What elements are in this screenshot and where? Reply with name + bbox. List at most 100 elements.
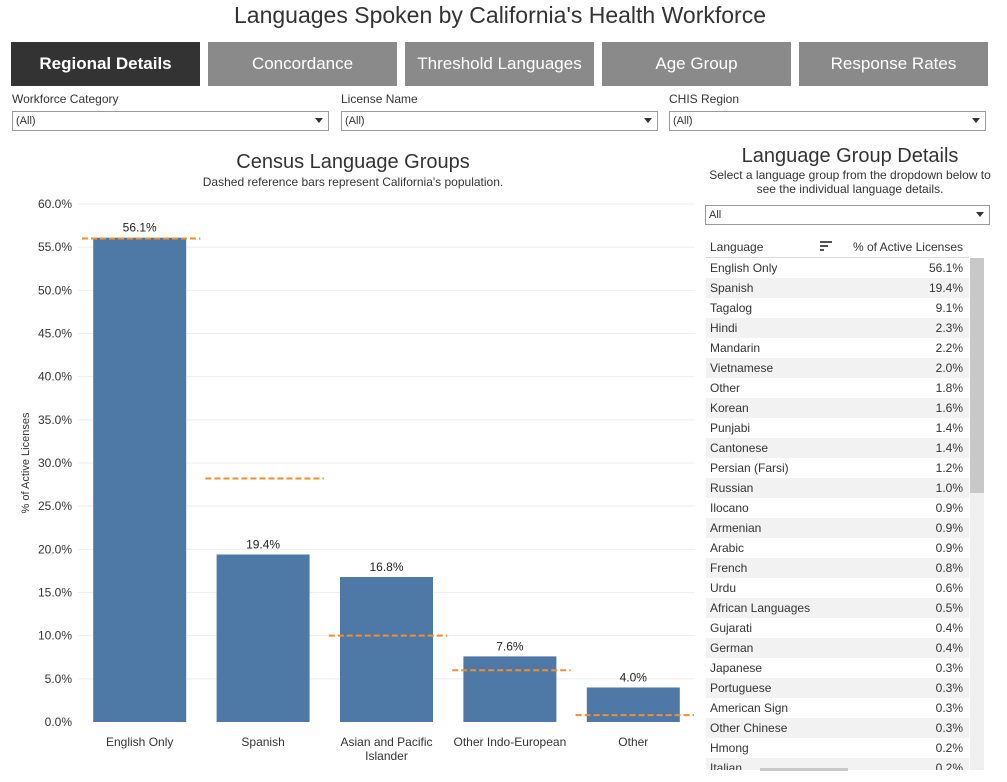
horizontal-scrollbar[interactable] xyxy=(760,768,848,771)
language-cell: Armenian xyxy=(710,521,762,535)
y-tick-label: 0.0% xyxy=(45,715,73,729)
table-row[interactable]: Other Chinese 0.3% xyxy=(706,718,969,738)
select-value: (All) xyxy=(345,115,365,127)
y-tick-label: 55.0% xyxy=(38,240,72,254)
table-row[interactable]: Arabic 0.9% xyxy=(706,538,969,558)
table-row[interactable]: Other 1.8% xyxy=(706,378,969,398)
percent-cell: 2.2% xyxy=(935,341,963,355)
chart-title: Census Language Groups xyxy=(236,151,470,173)
language-cell: Japanese xyxy=(710,661,763,675)
percent-cell: 9.1% xyxy=(935,301,963,315)
table-row[interactable]: Armenian 0.9% xyxy=(706,518,969,538)
table-row[interactable]: Italian 0.2% xyxy=(706,758,969,770)
language-cell: Spanish xyxy=(710,281,754,295)
percent-cell: 0.5% xyxy=(935,601,963,615)
percent-cell: 1.4% xyxy=(935,421,963,435)
y-tick-label: 50.0% xyxy=(38,283,72,297)
table-row[interactable]: English Only 56.1% xyxy=(706,258,969,278)
language-cell: Tagalog xyxy=(710,301,753,315)
table-row[interactable]: Mandarin 2.2% xyxy=(706,338,969,358)
bar-value-label: 56.1% xyxy=(123,221,157,235)
language-group-select[interactable]: All xyxy=(705,205,990,225)
table-row[interactable]: Punjabi 1.4% xyxy=(706,418,969,438)
scrollbar-thumb[interactable] xyxy=(970,258,984,493)
language-cell: English Only xyxy=(710,261,778,275)
dropdown-arrow-icon xyxy=(315,118,323,123)
table-row[interactable]: Japanese 0.3% xyxy=(706,658,969,678)
percent-cell: 0.9% xyxy=(935,501,963,515)
column-header-percent: % of Active Licenses xyxy=(852,240,963,254)
table-row[interactable]: Persian (Farsi) 1.2% xyxy=(706,458,969,478)
percent-cell: 0.3% xyxy=(935,721,963,735)
language-cell: Mandarin xyxy=(710,341,761,355)
tab-regional-details[interactable]: Regional Details xyxy=(11,42,200,86)
percent-cell: 0.9% xyxy=(935,541,963,555)
y-tick-label: 40.0% xyxy=(38,370,72,384)
percent-cell: 0.3% xyxy=(935,681,963,695)
percent-cell: 1.0% xyxy=(935,481,963,495)
percent-cell: 1.8% xyxy=(935,381,963,395)
page-title: Languages Spoken by California's Health … xyxy=(234,2,766,28)
select-value: (All) xyxy=(673,115,693,127)
percent-cell: 1.2% xyxy=(935,461,963,475)
y-tick-label: 30.0% xyxy=(38,456,72,470)
filter-chis-region: CHIS Region (All) xyxy=(669,92,986,131)
percent-cell: 0.9% xyxy=(935,521,963,535)
table-row[interactable]: Tagalog 9.1% xyxy=(706,298,969,318)
x-tick-label: Islander xyxy=(365,749,408,763)
percent-cell: 0.3% xyxy=(935,701,963,715)
language-cell: Punjabi xyxy=(710,421,751,435)
details-subtitle-line: see the individual language details. xyxy=(756,182,944,196)
tab-age-group[interactable]: Age Group xyxy=(602,42,791,86)
language-cell: Persian (Farsi) xyxy=(710,461,789,475)
bar-value-label: 16.8% xyxy=(369,560,403,574)
table-row[interactable]: Korean 1.6% xyxy=(706,398,969,418)
sort-icon[interactable] xyxy=(820,241,832,253)
language-cell: French xyxy=(710,561,748,575)
language-cell: Cantonese xyxy=(710,441,769,455)
table-row[interactable]: Urdu 0.6% xyxy=(706,578,969,598)
vertical-scrollbar[interactable] xyxy=(970,258,984,770)
tab-response-rates[interactable]: Response Rates xyxy=(799,42,988,86)
percent-cell: 0.4% xyxy=(935,641,963,655)
tab-bar: Regional Details Concordance Threshold L… xyxy=(11,42,989,86)
bar xyxy=(340,576,433,722)
chis-region-select[interactable]: (All) xyxy=(669,111,986,131)
details-subtitle-line: Select a language group from the dropdow… xyxy=(709,168,991,182)
language-cell: Korean xyxy=(710,401,749,415)
table-row[interactable]: Ilocano 0.9% xyxy=(706,498,969,518)
table-row[interactable]: Cantonese 1.4% xyxy=(706,438,969,458)
language-cell: Vietnamese xyxy=(710,361,774,375)
language-cell: American Sign xyxy=(710,701,789,715)
x-tick-label: Asian and Pacific xyxy=(340,735,432,749)
bar xyxy=(216,554,310,722)
table-row[interactable]: Hindi 2.3% xyxy=(706,318,969,338)
tab-threshold-languages[interactable]: Threshold Languages xyxy=(405,42,594,86)
table-row[interactable]: German 0.4% xyxy=(706,638,969,658)
table-row[interactable]: American Sign 0.3% xyxy=(706,698,969,718)
workforce-category-select[interactable]: (All) xyxy=(12,111,329,131)
table-row[interactable]: French 0.8% xyxy=(706,558,969,578)
select-value: (All) xyxy=(16,115,36,127)
table-row[interactable]: Gujarati 0.4% xyxy=(706,618,969,638)
table-row[interactable]: Russian 1.0% xyxy=(706,478,969,498)
bar xyxy=(586,687,680,722)
table-row[interactable]: Vietnamese 2.0% xyxy=(706,358,969,378)
language-cell: Ilocano xyxy=(710,501,749,515)
dropdown-arrow-icon xyxy=(976,212,984,217)
language-cell: German xyxy=(710,641,754,655)
table-row[interactable]: Hmong 0.2% xyxy=(706,738,969,758)
percent-cell: 0.2% xyxy=(935,741,963,755)
table-row[interactable]: Spanish 19.4% xyxy=(706,278,969,298)
license-name-select[interactable]: (All) xyxy=(341,111,658,131)
bar xyxy=(93,237,187,723)
bar-value-label: 7.6% xyxy=(496,639,524,653)
x-tick-label: Other xyxy=(618,735,648,749)
filter-label: CHIS Region xyxy=(669,92,740,106)
table-row[interactable]: African Languages 0.5% xyxy=(706,598,969,618)
tab-concordance[interactable]: Concordance xyxy=(208,42,397,86)
table-row[interactable]: Portuguese 0.3% xyxy=(706,678,969,698)
filter-label: License Name xyxy=(341,92,418,106)
language-cell: Hindi xyxy=(710,321,738,335)
percent-cell: 56.1% xyxy=(928,261,963,275)
